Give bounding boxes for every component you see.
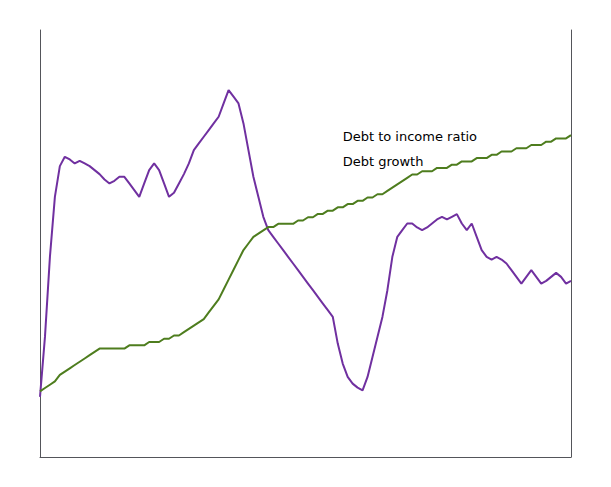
svg-text:Debt growth: Debt growth <box>343 154 424 169</box>
svg-text:Debt to income ratio: Debt to income ratio <box>343 129 477 144</box>
